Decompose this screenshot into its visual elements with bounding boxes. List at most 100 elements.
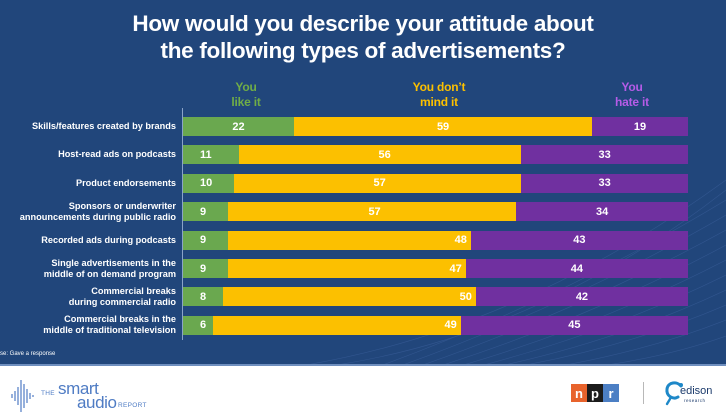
- npr-logo: n p r: [571, 384, 619, 402]
- bar-segment-like: 22: [183, 117, 295, 136]
- category-label-line: announcements during public radio: [19, 211, 176, 222]
- chart-slide: How would you describe your attitude abo…: [0, 0, 726, 366]
- data-label: 33: [598, 177, 611, 190]
- legend-hate-line-2: hate it: [615, 95, 649, 109]
- bar-segment-hate: 45: [460, 315, 688, 335]
- category-label-line: middle of on demand program: [43, 268, 176, 279]
- bar-segment-hate: 44: [465, 259, 688, 278]
- title-line-2: the following types of advertisements?: [160, 38, 566, 63]
- category-label-line: Commercial breaks in the: [64, 314, 176, 325]
- bar-segment-like: 9: [183, 202, 229, 222]
- category-label-line: Host-read ads on podcasts: [58, 149, 176, 160]
- data-label: 8: [200, 290, 207, 303]
- soundwave-icon: [11, 380, 34, 412]
- legend-hate-line-1: You: [621, 80, 643, 94]
- legend-hate-it: You hate it: [572, 80, 692, 110]
- footer: THE smart audio REPORT n p r edison rese…: [0, 368, 726, 420]
- category-label-line: Recorded ads during podcasts: [41, 234, 176, 245]
- bar-segment-like: 9: [183, 230, 229, 250]
- brand-the: THE: [41, 390, 55, 397]
- brand-smart: smart: [58, 379, 99, 398]
- edison-sub: research: [684, 398, 706, 403]
- category-label: Recorded ads during podcasts: [0, 225, 176, 256]
- category-label-line: Skills/features created by brands: [32, 121, 176, 131]
- bar-segment-hate: 19: [592, 117, 688, 136]
- bar-segment-dont-mind: 47: [228, 259, 466, 278]
- edison-swirl-icon: [665, 381, 683, 406]
- data-label: 19: [633, 120, 647, 133]
- bar-segment-dont-mind: 59: [294, 117, 593, 136]
- category-label: Single advertisements in the middle of on…: [0, 253, 176, 284]
- npr-p-text: p: [591, 385, 599, 401]
- data-label: 9: [200, 262, 207, 275]
- data-label: 49: [444, 319, 457, 332]
- smart-audio-report-logo: THE smart audio REPORT: [10, 376, 160, 416]
- bar-segment-hate: 33: [521, 173, 688, 193]
- data-label: 45: [568, 319, 581, 332]
- bar-segment-dont-mind: 49: [213, 315, 461, 335]
- legend-like-line-2: like it: [231, 95, 261, 109]
- bar-segment-like: 10: [183, 173, 234, 193]
- category-label-line: Product endorsements: [75, 177, 176, 188]
- npr-letter-r: r: [603, 384, 619, 402]
- data-label: 44: [570, 262, 584, 275]
- bar-segment-hate: 33: [521, 145, 688, 165]
- bar-segment-hate: 43: [470, 230, 688, 250]
- data-label: 33: [598, 148, 611, 161]
- data-label: 9: [200, 234, 207, 247]
- data-label: 47: [449, 262, 462, 275]
- npr-letter-p: p: [587, 384, 603, 402]
- category-label: Skills/features created by brands: [0, 111, 176, 142]
- brand-audio: audio: [77, 393, 117, 412]
- npr-r-text: r: [608, 385, 614, 401]
- bar-segment-like: 6: [183, 315, 214, 335]
- legend-like-it: You like it: [186, 80, 306, 110]
- data-label: 11: [200, 148, 212, 161]
- bar-segment-dont-mind: 48: [228, 230, 471, 250]
- bar-segment-dont-mind: 50: [223, 287, 476, 307]
- bar-segment-dont-mind: 56: [238, 145, 522, 165]
- data-label: 43: [573, 234, 586, 247]
- data-label: 50: [459, 290, 472, 303]
- npr-n-text: n: [575, 385, 583, 401]
- data-label: 48: [454, 234, 467, 247]
- logo-divider: [643, 382, 644, 404]
- bar-segment-like: 8: [183, 287, 224, 307]
- data-label: 10: [200, 177, 213, 190]
- base-note: se: Gave a response: [0, 351, 56, 357]
- category-label-line: Commercial breaks: [91, 285, 176, 296]
- brand-report: REPORT: [118, 402, 147, 409]
- data-label: 6: [200, 319, 207, 332]
- bar-segment-hate: 34: [516, 202, 688, 222]
- category-label: Product endorsements: [0, 168, 176, 199]
- data-label: 59: [436, 120, 450, 133]
- category-label: Sponsors or underwriter announcements dur…: [0, 196, 176, 227]
- category-label-line: during commercial radio: [68, 296, 176, 307]
- legend-mind-line-2: mind it: [420, 95, 458, 109]
- category-label-line: Single advertisements in the: [51, 257, 176, 268]
- legend-like-line-1: You: [235, 80, 257, 94]
- edison-research-logo: edison research: [664, 380, 724, 408]
- npr-letter-n: n: [571, 384, 587, 402]
- category-axis-line: [182, 108, 183, 340]
- title-line-1: How would you describe your attitude abo…: [132, 11, 594, 36]
- category-label: Host-read ads on podcasts: [0, 139, 176, 170]
- data-label: 22: [232, 120, 245, 133]
- bar-segment-like: 9: [183, 259, 229, 278]
- category-label: Commercial breaks during commercial radio: [0, 281, 176, 312]
- category-label-line: Sponsors or underwriter: [68, 200, 176, 211]
- chart-title: How would you describe your attitude abo…: [0, 10, 726, 64]
- bar-segment-dont-mind: 57: [233, 173, 522, 193]
- bar-segment-hate: 42: [475, 287, 688, 307]
- bar-segment-like: 11: [183, 145, 239, 165]
- legend-mind-line-1: You don’t: [412, 80, 466, 94]
- edison-name: edison: [680, 385, 713, 397]
- data-label: 9: [200, 205, 207, 218]
- legend-dont-mind-it: You don’t mind it: [379, 80, 499, 110]
- data-label: 57: [373, 177, 386, 190]
- data-label: 34: [596, 205, 609, 218]
- category-label-line: middle of traditional television: [43, 325, 176, 336]
- category-label: Commercial breaks in the middle of tradit…: [0, 310, 176, 341]
- bar-segment-dont-mind: 57: [228, 202, 517, 222]
- data-label: 56: [378, 148, 391, 161]
